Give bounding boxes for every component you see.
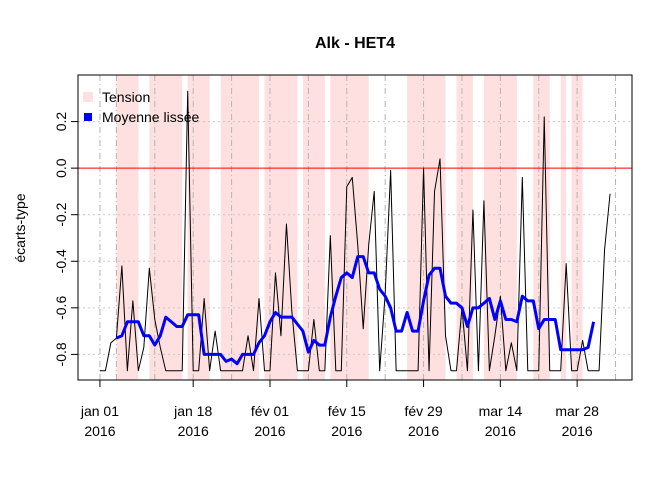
- y-axis-label: écarts-type: [12, 193, 28, 262]
- tension-band: [456, 75, 473, 380]
- legend-label: Moyenne lissée: [102, 109, 199, 125]
- y-tick-label: -0.8: [53, 342, 69, 366]
- x-tick-label: fév 01 2016: [251, 403, 289, 439]
- legend-swatch: [83, 92, 93, 102]
- chart-title: Alk - HET4: [315, 35, 395, 52]
- y-tick-label: -0.6: [53, 296, 69, 320]
- x-tick-label: mar 14 2016: [479, 403, 523, 439]
- x-tick-label: fév 15 2016: [328, 403, 366, 439]
- series-line: [99, 90, 611, 372]
- legend-label: Tension: [102, 89, 150, 105]
- y-tick-label: -0.2: [53, 202, 69, 226]
- y-tick-label: 0.0: [53, 158, 69, 178]
- tension-band: [330, 75, 369, 380]
- series-line: [115, 255, 596, 366]
- x-tick-label: jan 18 2016: [173, 403, 212, 439]
- y-tick-label: 0.2: [53, 112, 69, 132]
- plot-frame: [77, 74, 633, 381]
- x-tick-label: mar 28 2016: [555, 403, 599, 439]
- legend-swatch: [84, 113, 92, 121]
- tension-band: [560, 75, 567, 380]
- tension-band: [407, 75, 446, 380]
- x-tick-label: fév 29 2016: [404, 403, 442, 439]
- tension-band: [220, 75, 260, 380]
- y-tick-label: -0.4: [53, 249, 69, 273]
- tension-band: [302, 75, 325, 380]
- x-tick-label: jan 01 2016: [80, 403, 119, 439]
